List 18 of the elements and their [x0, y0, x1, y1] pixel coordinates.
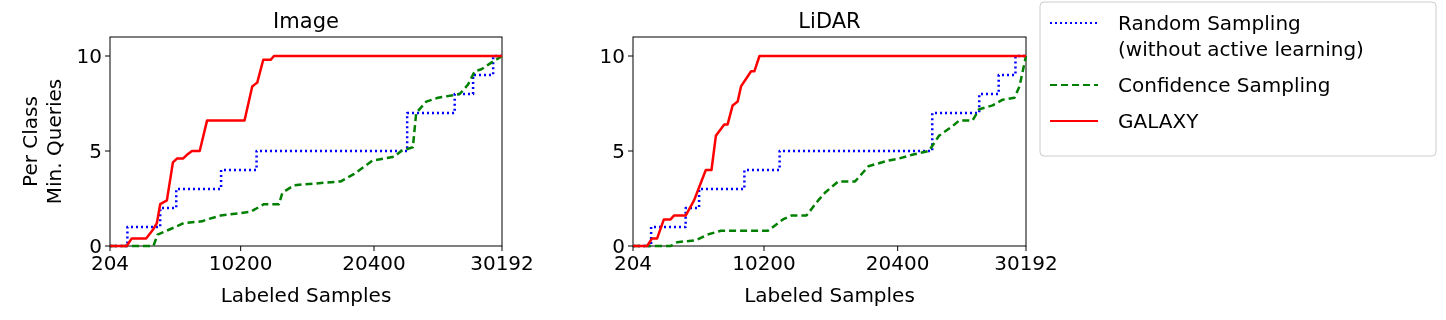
x-axis-title: Labeled Samples [744, 283, 915, 307]
x-axis-title: Labeled Samples [220, 283, 392, 307]
legend-label: Confidence Sampling [1118, 73, 1331, 97]
x-tick-label: 20400 [342, 251, 406, 275]
legend-label: GALAXY [1118, 109, 1200, 133]
x-tick-label: 30192 [994, 251, 1058, 275]
x-tick-label: 10200 [732, 251, 796, 275]
chart-title: Image [273, 9, 339, 33]
y-tick-label: 5 [612, 139, 625, 163]
y-tick-label: 5 [89, 139, 102, 163]
x-tick-label: 30192 [470, 251, 534, 275]
y-tick-label: 10 [599, 44, 625, 68]
chart-title: LiDAR [798, 9, 861, 33]
legend-label: Random Sampling (without active learning) [1118, 11, 1364, 61]
x-tick-label: 20400 [865, 251, 930, 275]
y-axis-title: Per Class Min. Queries [18, 78, 66, 205]
y-tick-label: 10 [76, 44, 102, 68]
x-tick-label: 10200 [208, 251, 273, 275]
